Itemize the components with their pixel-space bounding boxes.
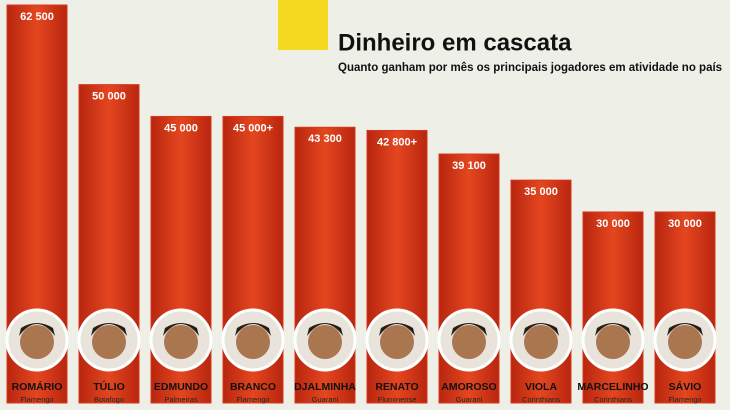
- player-face: [596, 325, 630, 359]
- player-club: Botafogo: [94, 395, 124, 404]
- bar: [582, 211, 644, 404]
- player-face: [380, 325, 414, 359]
- player-name: DJALMINHA: [294, 381, 356, 393]
- player-hair: [19, 323, 55, 336]
- value-label: 50 000: [92, 91, 126, 103]
- player-club: Palmeiras: [164, 395, 198, 404]
- player-name: VIOLA: [525, 381, 558, 393]
- value-label: 42 800+: [377, 136, 417, 148]
- player-club: Flamengo: [236, 395, 269, 404]
- player-name: MARCELINHO: [577, 381, 648, 393]
- player-face: [92, 325, 126, 359]
- value-label: 35 000: [524, 186, 558, 198]
- chart-subtitle: Quanto ganham por mês os principais joga…: [338, 62, 722, 74]
- player-name: EDMUNDO: [154, 381, 208, 393]
- player-hair: [91, 323, 127, 336]
- player-club: Flamengo: [20, 395, 53, 404]
- value-label: 43 300: [308, 133, 342, 145]
- player-name: BRANCO: [230, 381, 276, 393]
- bar: [510, 179, 572, 404]
- player-hair: [235, 323, 271, 336]
- value-label: 45 000+: [233, 122, 273, 134]
- player-hair: [379, 323, 415, 336]
- bar: [654, 211, 716, 404]
- player-club: Corinthians: [522, 395, 560, 404]
- player-hair: [595, 323, 631, 336]
- player-hair: [667, 323, 703, 336]
- player-name: RENATO: [375, 381, 418, 393]
- player-hair: [307, 323, 343, 336]
- chart-title: Dinheiro em cascata: [338, 29, 572, 56]
- player-hair: [451, 323, 487, 336]
- player-club: Fluminense: [378, 395, 417, 404]
- player-club: Guarani: [312, 395, 339, 404]
- player-name: ROMÁRIO: [12, 380, 63, 393]
- player-name: AMOROSO: [441, 381, 496, 393]
- player-face: [668, 325, 702, 359]
- player-face: [236, 325, 270, 359]
- player-face: [524, 325, 558, 359]
- value-label: 45 000: [164, 122, 198, 134]
- player-name: TÚLIO: [93, 380, 125, 393]
- player-hair: [163, 323, 199, 336]
- player-face: [308, 325, 342, 359]
- player-face: [20, 325, 54, 359]
- player-club: Flamengo: [668, 395, 701, 404]
- player-name: SÁVIO: [669, 380, 702, 393]
- player-club: Guarani: [456, 395, 483, 404]
- yellow-tab: [278, 0, 328, 50]
- player-face: [164, 325, 198, 359]
- value-label: 30 000: [596, 218, 630, 230]
- value-label: 39 100: [452, 160, 486, 172]
- value-label: 62 500: [20, 11, 54, 23]
- player-face: [452, 325, 486, 359]
- value-label: 30 000: [668, 218, 702, 230]
- player-hair: [523, 323, 559, 336]
- player-club: Corinthians: [594, 395, 632, 404]
